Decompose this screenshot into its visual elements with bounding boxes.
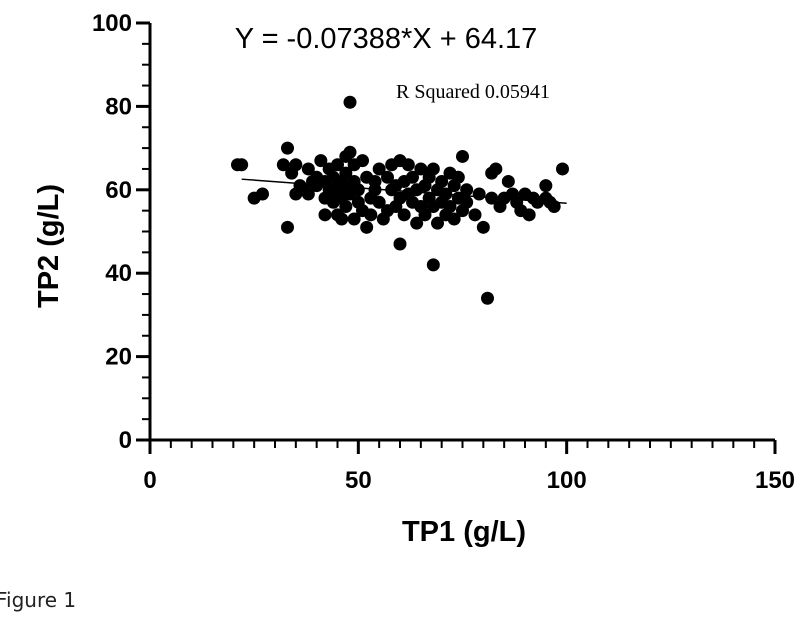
x-axis-title: TP1 (g/L) bbox=[402, 516, 526, 548]
data-point bbox=[401, 158, 415, 172]
data-point bbox=[556, 162, 569, 176]
x-tick-label: 100 bbox=[547, 467, 587, 494]
y-tick-label: 80 bbox=[105, 93, 132, 120]
data-point bbox=[351, 183, 365, 197]
data-point bbox=[451, 170, 465, 184]
y-tick-label: 0 bbox=[119, 427, 132, 454]
y-tick-label: 20 bbox=[105, 344, 132, 371]
data-point bbox=[339, 199, 353, 213]
data-point bbox=[481, 291, 494, 305]
r-squared-label: R Squared 0.05941 bbox=[396, 81, 550, 103]
data-point bbox=[410, 216, 424, 230]
regression-line bbox=[241, 178, 567, 204]
data-point bbox=[372, 162, 386, 176]
y-tick-label: 40 bbox=[105, 260, 132, 287]
data-point bbox=[431, 216, 444, 230]
y-tick-label: 60 bbox=[105, 177, 132, 204]
data-point bbox=[539, 179, 553, 193]
y-tick-label: 100 bbox=[92, 10, 132, 37]
data-point bbox=[281, 141, 294, 155]
data-point bbox=[460, 195, 474, 209]
data-point bbox=[372, 195, 386, 209]
data-point bbox=[443, 199, 457, 213]
data-point bbox=[456, 149, 469, 163]
data-point bbox=[426, 162, 440, 176]
data-point bbox=[364, 208, 378, 222]
fit-line-group bbox=[241, 178, 567, 204]
data-point bbox=[406, 170, 419, 184]
data-point bbox=[522, 208, 536, 222]
data-point bbox=[314, 154, 328, 168]
figure-caption: Figure 1 bbox=[0, 588, 77, 612]
data-points bbox=[231, 95, 569, 305]
axes: 0 50 100 150 0 20 40 60 80 100 bbox=[92, 10, 795, 494]
y-axis-title: TP2 (g/L) bbox=[33, 184, 65, 308]
data-point bbox=[347, 212, 361, 226]
data-point bbox=[356, 154, 369, 168]
data-point bbox=[381, 170, 394, 184]
data-point bbox=[360, 220, 374, 234]
data-point bbox=[335, 212, 349, 226]
data-point bbox=[281, 220, 294, 234]
regression-equation: Y = -0.07388*X + 64.17 bbox=[235, 23, 538, 55]
data-point bbox=[418, 208, 432, 222]
data-point bbox=[476, 220, 490, 234]
data-point bbox=[339, 166, 353, 180]
data-point bbox=[468, 208, 482, 222]
data-point bbox=[435, 174, 449, 188]
data-point bbox=[235, 158, 249, 172]
data-point bbox=[276, 158, 290, 172]
data-point bbox=[397, 208, 411, 222]
x-tick-label: 150 bbox=[755, 467, 795, 494]
data-point bbox=[489, 162, 503, 176]
data-point bbox=[472, 187, 486, 201]
data-point bbox=[331, 158, 344, 172]
data-point bbox=[301, 187, 315, 201]
data-point bbox=[343, 145, 357, 159]
data-point bbox=[426, 258, 440, 272]
data-point bbox=[343, 95, 357, 109]
x-tick-label: 50 bbox=[345, 467, 372, 494]
data-point bbox=[501, 174, 515, 188]
scatter-chart: 0 50 100 150 0 20 40 60 80 100 Y = -0.07388*X + 6… bbox=[33, 10, 795, 548]
x-tick-label: 0 bbox=[143, 467, 156, 494]
data-point bbox=[460, 183, 474, 197]
data-point bbox=[414, 162, 428, 176]
data-point bbox=[393, 237, 407, 251]
data-point bbox=[368, 174, 382, 188]
data-point bbox=[447, 212, 461, 226]
data-point bbox=[256, 187, 269, 201]
data-point bbox=[289, 158, 303, 172]
data-point bbox=[301, 162, 315, 176]
data-point bbox=[318, 208, 332, 222]
